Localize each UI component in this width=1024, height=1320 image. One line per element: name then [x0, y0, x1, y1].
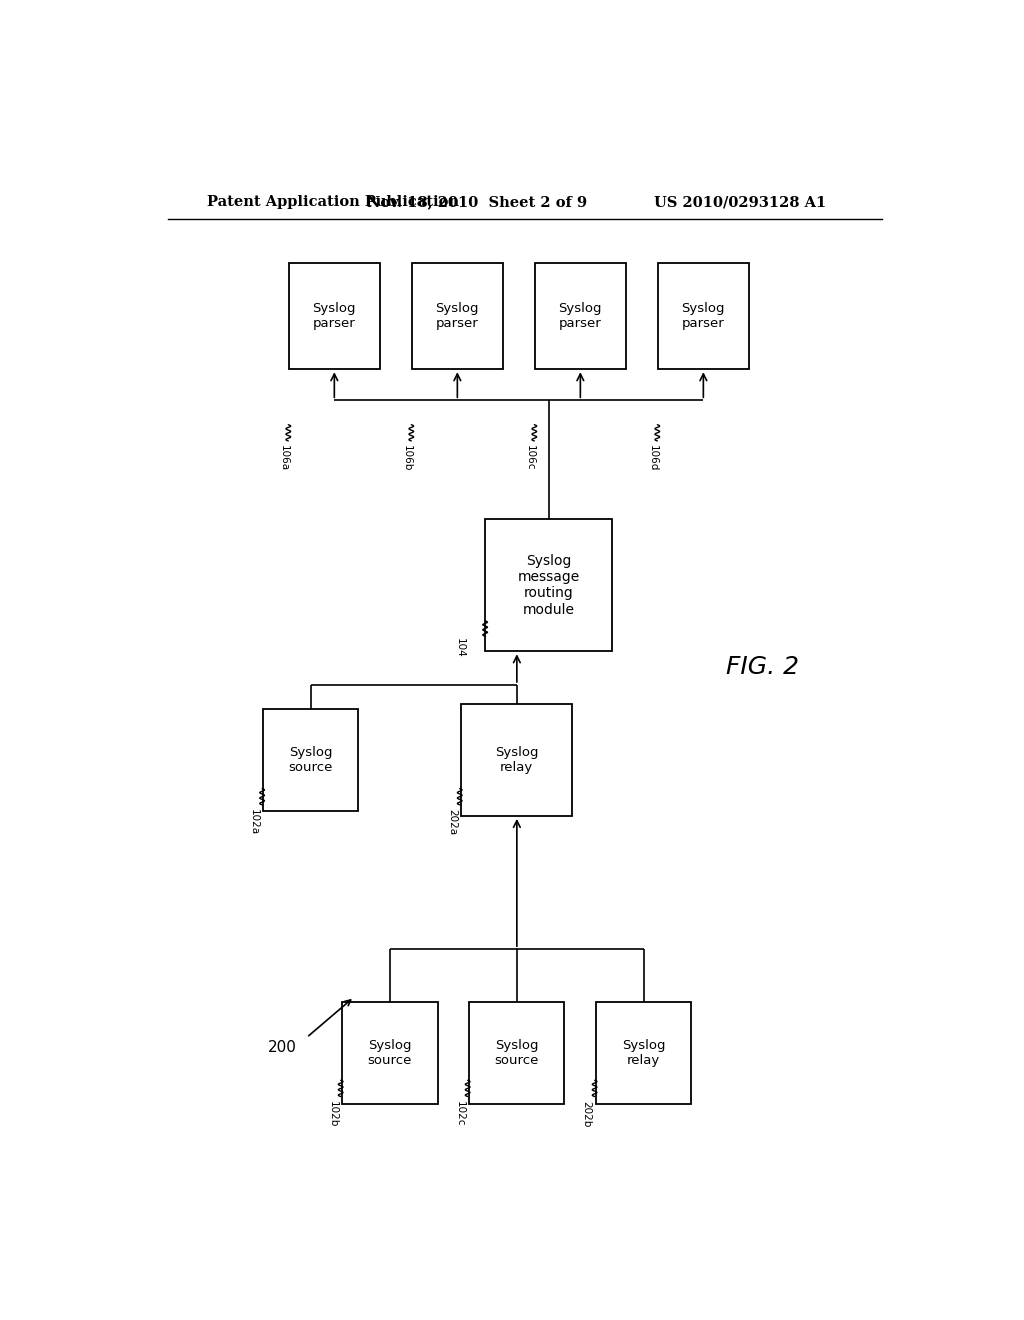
Bar — [289, 263, 380, 370]
Text: Syslog
source: Syslog source — [495, 1039, 539, 1067]
Bar — [342, 1002, 437, 1104]
Text: Syslog
parser: Syslog parser — [312, 302, 356, 330]
Text: 200: 200 — [268, 1040, 297, 1055]
Text: 102b: 102b — [328, 1101, 338, 1127]
Text: Syslog
message
routing
module: Syslog message routing module — [517, 554, 580, 616]
Text: US 2010/0293128 A1: US 2010/0293128 A1 — [654, 195, 826, 209]
Text: 106d: 106d — [647, 445, 657, 471]
Text: Syslog
relay: Syslog relay — [623, 1039, 666, 1067]
Bar — [657, 263, 749, 370]
Text: Syslog
source: Syslog source — [289, 746, 333, 774]
Text: 102c: 102c — [455, 1101, 465, 1126]
Text: Syslog
parser: Syslog parser — [682, 302, 725, 330]
Text: Syslog
source: Syslog source — [368, 1039, 412, 1067]
Text: 202a: 202a — [446, 809, 457, 836]
Text: Syslog
relay: Syslog relay — [496, 746, 539, 774]
Bar — [461, 704, 572, 816]
Bar — [596, 1002, 691, 1104]
Bar — [469, 1002, 564, 1104]
Text: 106a: 106a — [279, 445, 289, 471]
Text: Syslog
parser: Syslog parser — [435, 302, 479, 330]
Text: 104: 104 — [455, 638, 465, 657]
Text: Nov. 18, 2010  Sheet 2 of 9: Nov. 18, 2010 Sheet 2 of 9 — [368, 195, 587, 209]
Bar — [412, 263, 503, 370]
Text: 106b: 106b — [401, 445, 412, 471]
Text: 102a: 102a — [249, 809, 258, 836]
Text: Patent Application Publication: Patent Application Publication — [207, 195, 460, 209]
Text: 202b: 202b — [582, 1101, 592, 1127]
Bar — [535, 263, 626, 370]
Bar — [485, 519, 612, 651]
Text: 106c: 106c — [524, 445, 535, 470]
Text: FIG. 2: FIG. 2 — [726, 655, 800, 678]
Bar — [263, 709, 358, 810]
Text: Syslog
parser: Syslog parser — [559, 302, 602, 330]
